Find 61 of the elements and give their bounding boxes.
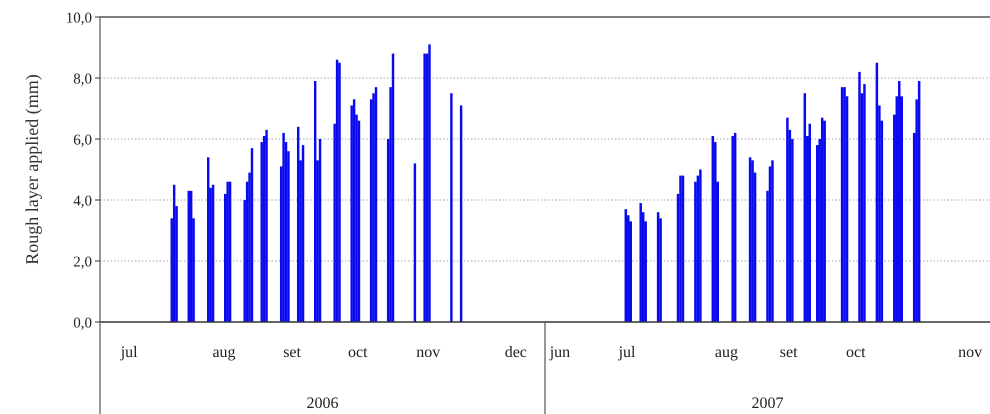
bar [748, 157, 752, 322]
bar [302, 145, 304, 322]
bar [771, 160, 774, 322]
y-axis-title: Rough layer applied (mm) [22, 74, 42, 265]
bar [265, 130, 268, 322]
bar [679, 176, 682, 322]
x-tick-label: jul [120, 344, 138, 361]
bar [352, 99, 356, 322]
y-tick-label: 8,0 [73, 71, 92, 88]
bar [656, 212, 660, 322]
bar [843, 87, 846, 322]
bar [282, 132, 285, 322]
x-tick-label: oct [846, 344, 866, 361]
bar [808, 124, 812, 322]
bar [876, 62, 878, 322]
bar [786, 118, 789, 322]
x-tick-label: set [283, 344, 302, 361]
x-tick-label: oct [348, 344, 368, 361]
bar [858, 72, 861, 322]
y-tick-label: 10,0 [66, 10, 92, 26]
x-axis-title: 2007 [752, 395, 784, 412]
bar [699, 170, 702, 322]
bar [423, 54, 426, 322]
x-tick-label: nov [416, 344, 440, 361]
x-tick-label: nov [958, 344, 982, 361]
x-tick-label: aug [212, 344, 236, 361]
bar [863, 84, 866, 322]
bar [731, 136, 734, 322]
bar [414, 163, 416, 322]
bar [804, 93, 806, 322]
x-tick-label: jul [618, 344, 636, 361]
bar [450, 93, 453, 322]
bar [751, 160, 754, 322]
bar [918, 81, 920, 322]
y-tick-label: 4,0 [73, 193, 92, 210]
bar [188, 190, 190, 322]
bar [624, 209, 628, 322]
x-tick-label: dec [504, 344, 527, 361]
bar [314, 81, 316, 322]
bar [734, 132, 736, 322]
bar [336, 60, 338, 322]
bar [840, 87, 844, 322]
x-axis-title: 2006 [306, 395, 338, 412]
bar [172, 184, 176, 322]
y-tick-label: 6,0 [73, 132, 92, 148]
bar [712, 136, 714, 322]
bar [212, 184, 214, 322]
bar [460, 105, 462, 322]
x-tick-label: set [780, 344, 798, 361]
bar [639, 203, 642, 322]
bar [682, 176, 684, 322]
bar [206, 157, 210, 322]
bar [318, 139, 322, 322]
bar [226, 182, 229, 322]
y-tick-label: 2,0 [73, 254, 92, 270]
x-tick-label: jun [548, 344, 570, 361]
bar [823, 120, 826, 322]
bar [228, 182, 232, 322]
y-tick-label: 0,0 [73, 315, 92, 332]
bar [296, 126, 300, 322]
x-tick-label: aug [714, 344, 738, 361]
